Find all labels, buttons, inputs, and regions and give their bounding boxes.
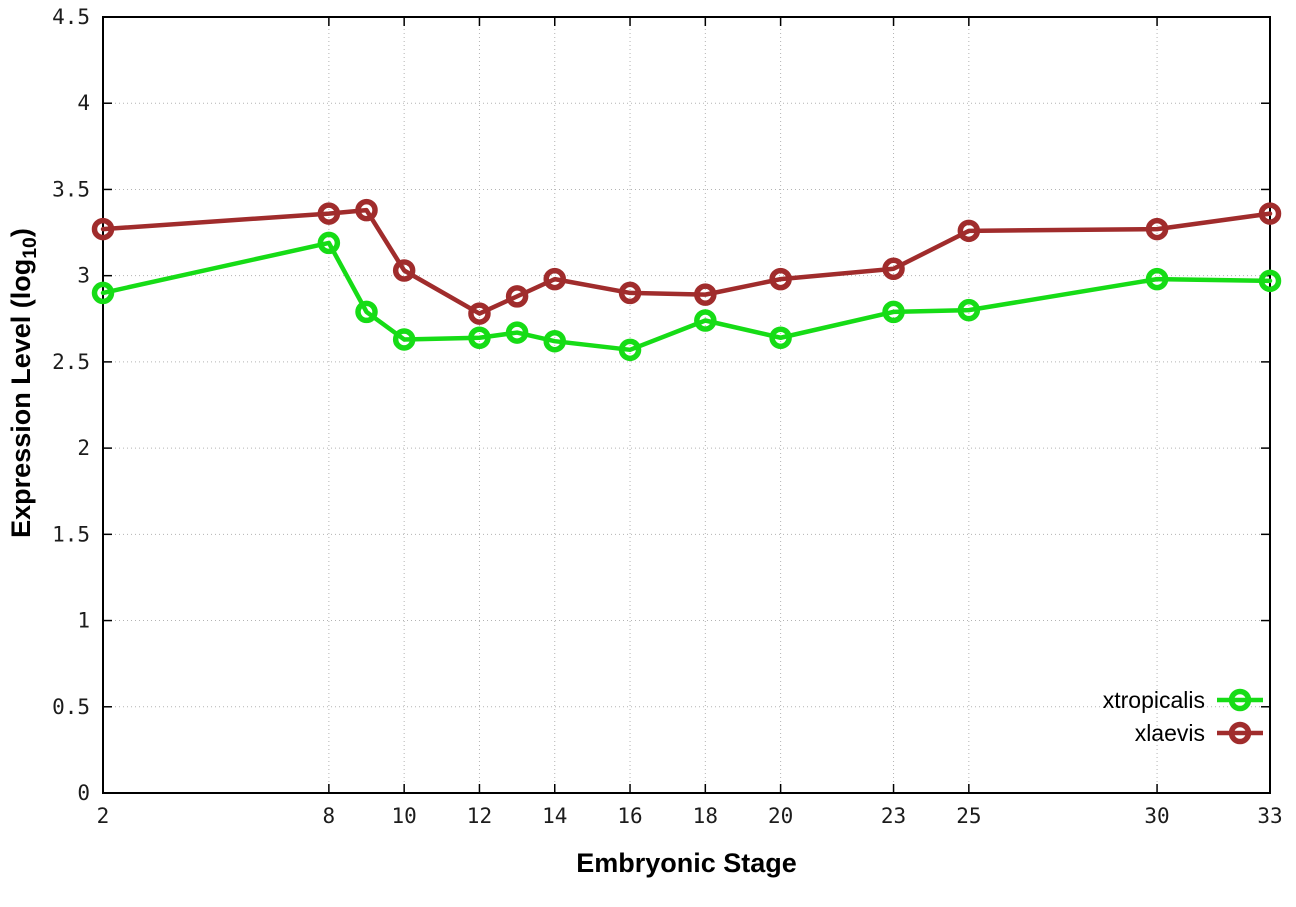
y-tick-label: 2: [77, 436, 90, 460]
marker-xtropicalis: [769, 326, 792, 349]
marker-xlaevis: [769, 267, 792, 291]
y-tick-label: 4.5: [52, 5, 90, 29]
y-axis-title-suffix: ): [5, 228, 36, 238]
x-tick-label: 23: [881, 804, 906, 828]
x-tick-label: 10: [392, 804, 417, 828]
marker-xtropicalis: [618, 338, 642, 362]
y-axis-title: Expression Level (log10): [6, 228, 42, 538]
x-tick-label: 16: [617, 804, 642, 828]
marker-xtropicalis: [468, 326, 491, 349]
x-tick-label: 2: [97, 804, 110, 828]
marker-xtropicalis: [882, 300, 905, 324]
marker-xlaevis: [694, 283, 717, 306]
series-line-xlaevis: [100, 207, 1273, 316]
legend-marker-xtropicalis: [1228, 688, 1252, 712]
y-tick-label: 0.5: [52, 695, 90, 719]
marker-xtropicalis: [1258, 269, 1282, 293]
marker-xlaevis: [543, 267, 566, 291]
marker-xtropicalis: [505, 321, 529, 344]
y-tick-label: 3: [77, 264, 90, 288]
marker-xlaevis: [1145, 217, 1169, 241]
legend-label-xtropicalis: xtropicalis: [1103, 687, 1205, 713]
marker-xtropicalis: [957, 298, 981, 322]
marker-xtropicalis: [392, 328, 416, 351]
marker-xtropicalis: [1145, 267, 1169, 291]
x-tick-label: 14: [542, 804, 567, 828]
marker-xtropicalis: [694, 309, 717, 332]
marker-xlaevis: [91, 217, 115, 241]
marker-xlaevis: [392, 259, 416, 282]
marker-xtropicalis: [317, 231, 341, 255]
x-tick-label: 30: [1144, 804, 1169, 828]
plot-border: [102, 16, 1271, 794]
legend-label-xlaevis: xlaevis: [1135, 720, 1205, 746]
x-tick-label: 25: [956, 804, 981, 828]
marker-xlaevis: [618, 281, 642, 305]
marker-xlaevis: [1258, 202, 1282, 225]
x-tick-label: 12: [467, 804, 492, 828]
y-tick-label: 2.5: [52, 350, 90, 374]
x-tick-label: 18: [693, 804, 718, 828]
marker-xlaevis: [468, 302, 491, 325]
marker-xtropicalis: [543, 329, 566, 353]
marker-xtropicalis: [355, 300, 378, 324]
y-tick-label: 1.5: [52, 522, 90, 546]
y-tick-label: 3.5: [52, 177, 90, 201]
x-axis-title: Embryonic Stage: [576, 848, 797, 878]
y-tick-label: 4: [77, 91, 90, 115]
legend-marker-xlaevis: [1228, 721, 1252, 745]
marker-xlaevis: [882, 257, 905, 281]
x-tick-label: 33: [1257, 804, 1282, 828]
y-axis-title-subscript: 10: [19, 237, 42, 259]
marker-xtropicalis: [91, 281, 115, 305]
y-tick-label: 1: [77, 609, 90, 633]
marker-xlaevis: [317, 202, 341, 225]
marker-xlaevis: [505, 285, 529, 308]
y-tick-label: 0: [77, 781, 90, 805]
marker-xlaevis: [355, 198, 378, 222]
y-axis-title-text: Expression Level (log: [5, 258, 36, 538]
x-tick-label: 8: [323, 804, 336, 828]
x-tick-label: 20: [768, 804, 793, 828]
marker-xlaevis: [957, 219, 981, 243]
